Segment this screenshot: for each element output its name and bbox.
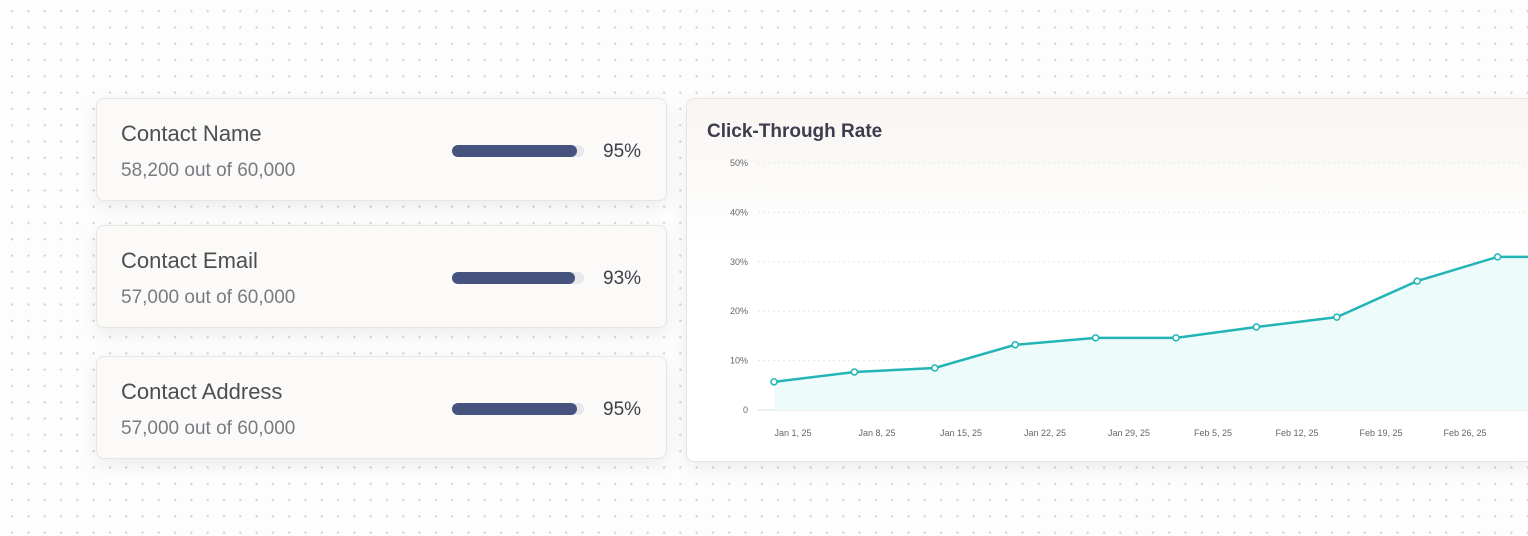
- y-tick-label: 10%: [730, 356, 748, 366]
- data-point: [1333, 313, 1341, 321]
- data-point: [1413, 277, 1421, 285]
- y-tick-label: 0: [743, 405, 748, 415]
- y-tick-label: 20%: [730, 306, 748, 316]
- x-tick-label: Feb 12, 25: [1275, 428, 1318, 438]
- metric-card: Contact Address 57,000 out of 60,000 95%: [96, 356, 667, 459]
- card-title: Contact Name: [121, 121, 262, 146]
- x-tick-label: Feb 5, 25: [1194, 428, 1232, 438]
- progress-label: 93%: [603, 268, 642, 289]
- x-tick-label: Jan 1, 25: [774, 428, 811, 438]
- x-tick-label: Feb 26, 25: [1443, 428, 1486, 438]
- data-point: [770, 378, 778, 386]
- y-tick-label: 30%: [730, 257, 748, 267]
- metric-card: Contact Email 57,000 out of 60,000 93%: [96, 225, 667, 328]
- progress-track: [452, 272, 584, 284]
- x-tick-label: Jan 15, 25: [940, 428, 982, 438]
- progress-track: [452, 145, 584, 157]
- card-title: Contact Email: [121, 248, 258, 273]
- card-subtitle: 57,000 out of 60,000: [121, 418, 296, 439]
- progress-label: 95%: [603, 141, 642, 162]
- data-point: [850, 368, 859, 376]
- progress-track: [452, 403, 584, 415]
- line-area: [774, 256, 1528, 410]
- data-point: [931, 364, 939, 372]
- progress-fill: [452, 403, 578, 415]
- card-title: Contact Address: [121, 379, 283, 404]
- x-tick-label: Jan 29, 25: [1108, 428, 1150, 438]
- y-tick-label: 50%: [730, 158, 748, 168]
- x-tick-label: Jan 22, 25: [1024, 428, 1066, 438]
- x-tick-label: Feb 19, 25: [1359, 428, 1402, 438]
- data-point: [1252, 323, 1261, 331]
- card-subtitle: 58,200 out of 60,000: [121, 160, 296, 181]
- chart-card: Click-Through Rate 0 10% 20% 30% 40% 50% Jan 1…: [686, 98, 1528, 462]
- card-subtitle: 57,000 out of 60,000: [121, 287, 296, 308]
- chart-title: Click-Through Rate: [707, 121, 882, 142]
- progress-fill: [452, 145, 578, 157]
- metric-card: Contact Name 58,200 out of 60,000 95%: [96, 98, 667, 201]
- y-tick-label: 40%: [730, 207, 748, 217]
- progress-fill: [452, 272, 575, 284]
- data-point: [1493, 253, 1502, 261]
- progress-label: 95%: [603, 399, 642, 420]
- chart: Click-Through Rate 0 10% 20% 30% 40% 50% Jan 1…: [687, 99, 1528, 461]
- data-point: [1091, 334, 1100, 342]
- data-point: [1011, 341, 1019, 349]
- data-point: [1172, 334, 1180, 342]
- x-tick-label: Jan 8, 25: [858, 428, 895, 438]
